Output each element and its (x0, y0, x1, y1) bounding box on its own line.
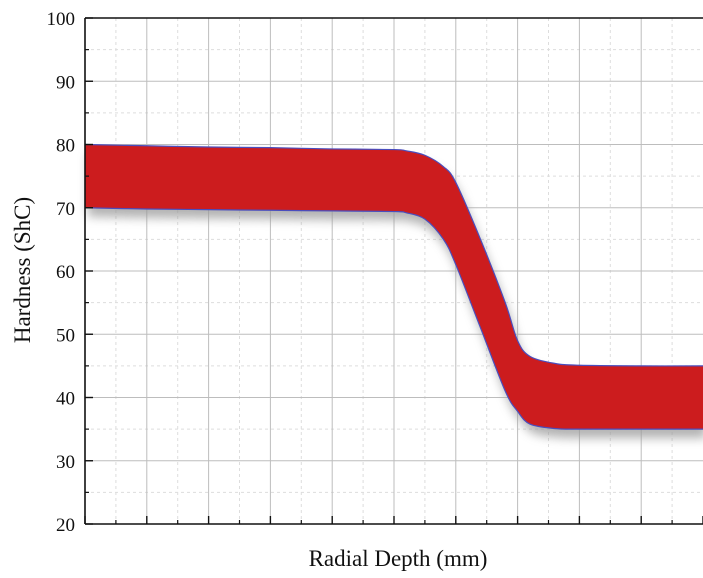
band-lower-edge (84, 207, 703, 430)
y-tick-label: 50 (56, 325, 75, 346)
y-axis-title: Hardness (ShC) (10, 197, 35, 343)
band-area (85, 144, 703, 430)
axes (84, 17, 703, 525)
x-axis-title: Radial Depth (mm) (309, 546, 488, 571)
y-tick-label: 30 (56, 452, 75, 473)
y-tick-label: 40 (56, 389, 75, 410)
y-tick-labels: 20 30 40 50 60 70 80 90 100 (47, 9, 76, 536)
hardness-band (84, 143, 703, 439)
major-gridlines (85, 18, 703, 524)
y-tick-label: 20 (56, 515, 75, 536)
y-tick-label: 60 (56, 262, 75, 283)
y-tick-label: 80 (56, 136, 75, 157)
y-tick-label: 100 (47, 9, 76, 30)
y-tick-label: 70 (56, 199, 75, 220)
band-upper-edge (84, 143, 703, 367)
y-tick-label: 90 (56, 72, 75, 93)
